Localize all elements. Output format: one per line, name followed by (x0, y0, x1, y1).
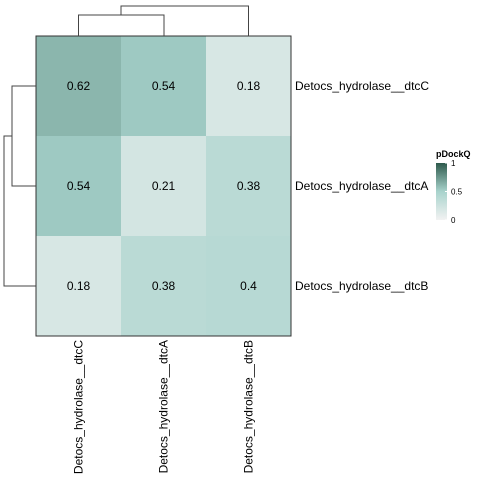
heatmap-cell (36, 236, 121, 336)
column-label: Detocs_hydrolase__dtcC (72, 340, 86, 474)
row-label: Detocs_hydrolase__dtcB (295, 279, 428, 293)
legend-tick-label: 0.5 (451, 188, 463, 197)
legend-tick-label: 0 (451, 216, 456, 225)
cell-value-label: 0.18 (67, 279, 91, 293)
heatmap-cell (121, 136, 206, 236)
row-label: Detocs_hydrolase__dtcA (295, 179, 428, 193)
row-label: Detocs_hydrolase__dtcC (295, 79, 429, 93)
column-dendrogram (78, 5, 249, 36)
column-label: Detocs_hydrolase__dtcA (157, 340, 171, 473)
legend-ticks: 10.50 (445, 159, 463, 225)
cell-value-label: 0.38 (237, 179, 261, 193)
heatmap-cell (121, 36, 206, 136)
cell-value-label: 0.54 (67, 179, 91, 193)
heatmap-cell (36, 36, 121, 136)
row-labels: Detocs_hydrolase__dtcC Detocs_hydrolase__… (295, 79, 429, 293)
legend-tick-label: 1 (451, 159, 456, 168)
cell-value-label: 0.62 (67, 79, 91, 93)
heatmap-cell (36, 136, 121, 236)
column-label: Detocs_hydrolase__dtcB (242, 340, 256, 473)
heatmap-cell (121, 236, 206, 336)
cell-value-label: 0.18 (237, 79, 261, 93)
heatmap-cells: 0.62 0.54 0.18 0.54 0.21 0.38 0.18 0.38 0.4 (36, 36, 291, 336)
cell-value-label: 0.54 (152, 79, 176, 93)
legend-colorbar (436, 163, 447, 220)
heatmap-cell (206, 36, 291, 136)
heatmap-cell (206, 136, 291, 236)
legend: pDockQ 10.50 (436, 149, 471, 225)
row-dendrogram (3, 85, 36, 287)
heatmap-cell (206, 236, 291, 336)
cell-value-label: 0.21 (152, 179, 176, 193)
cell-value-label: 0.4 (240, 279, 257, 293)
cell-value-label: 0.38 (152, 279, 176, 293)
column-labels: Detocs_hydrolase__dtcC Detocs_hydrolase__… (72, 340, 256, 474)
legend-title: pDockQ (436, 149, 471, 159)
